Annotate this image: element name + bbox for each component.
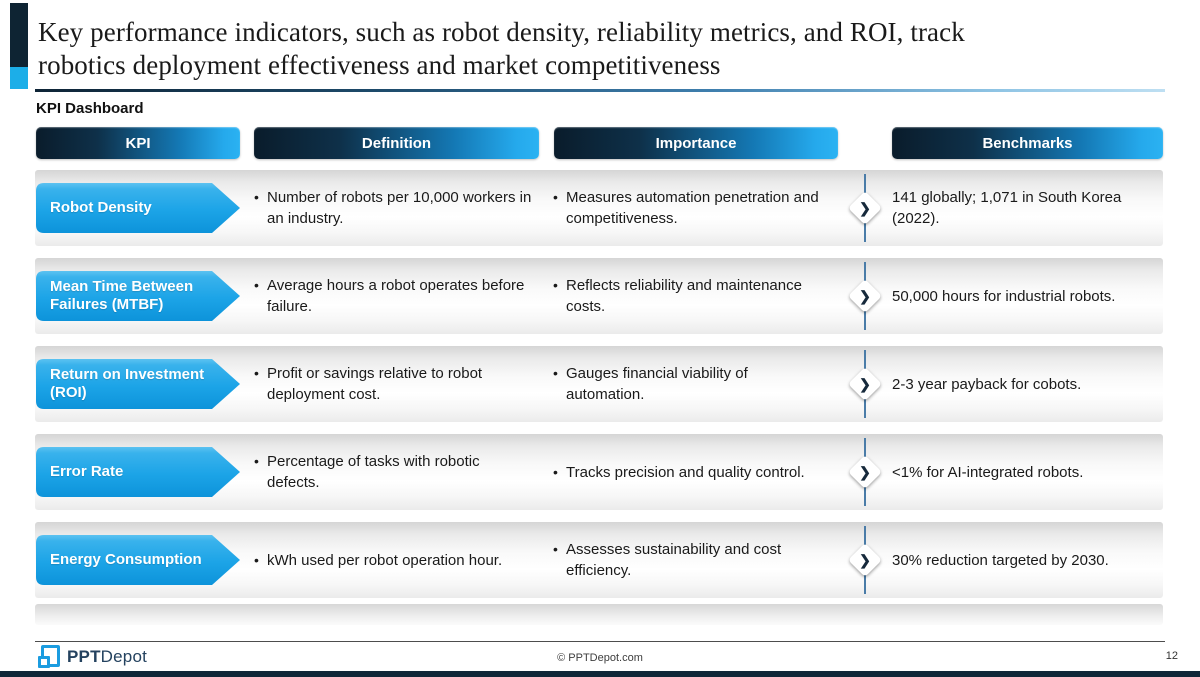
chevron-right-icon: ❯ (859, 375, 871, 392)
importance-text: Measures automation penetration and comp… (566, 189, 819, 227)
kpi-label: Return on Investment (ROI) (50, 366, 205, 401)
chevron-diamond-icon: ❯ (848, 455, 882, 489)
column-header-definition: Definition (254, 127, 539, 159)
chevron-diamond-icon: ❯ (848, 191, 882, 225)
table-row: Robot Density • Number of robots per 10,0… (0, 170, 1200, 246)
pptdepot-logo: PPTDepot (38, 645, 147, 668)
importance-text: Assesses sustainability and cost efficie… (566, 541, 782, 579)
bullet-icon: • (553, 463, 558, 480)
kpi-label: Robot Density (50, 199, 152, 216)
definition-cell: • Average hours a robot operates before f… (254, 258, 532, 334)
definition-cell: • Percentage of tasks with robotic defect… (254, 434, 532, 510)
importance-cell: • Gauges financial viability of automatio… (553, 346, 828, 422)
title-line-1: Key performance indicators, such as robo… (38, 17, 965, 47)
benchmark-cell: 141 globally; 1,071 in South Korea (2022… (892, 170, 1167, 246)
importance-cell: • Measures automation penetration and com… (553, 170, 828, 246)
row-connector: ❯ (848, 170, 882, 246)
importance-text: Gauges financial viability of automation… (566, 365, 748, 403)
chevron-diamond-icon: ❯ (848, 279, 882, 313)
benchmark-text: 2-3 year payback for cobots. (892, 375, 1082, 393)
kpi-arrow-shape: Return on Investment (ROI) (36, 359, 240, 409)
importance-cell: • Tracks precision and quality control. (553, 434, 828, 510)
table-row: Mean Time Between Failures (MTBF) • Avera… (0, 258, 1200, 334)
page-title: Key performance indicators, such as robo… (38, 16, 1178, 82)
empty-row-band (35, 604, 1163, 625)
chevron-diamond-icon: ❯ (848, 367, 882, 401)
title-divider (35, 89, 1165, 92)
column-header-importance: Importance (554, 127, 838, 159)
pptdepot-logo-icon (38, 645, 60, 668)
pptdepot-logo-text: PPTDepot (67, 647, 147, 667)
bullet-icon: • (254, 453, 259, 469)
definition-text: Number of robots per 10,000 workers in a… (267, 189, 532, 227)
definition-text: kWh used per robot operation hour. (267, 551, 503, 569)
table-row: Error Rate • Percentage of tasks with rob… (0, 434, 1200, 510)
bullet-icon: • (553, 189, 558, 205)
accent-bar-blue (10, 67, 28, 89)
benchmark-text: 30% reduction targeted by 2030. (892, 551, 1109, 569)
logo-text-bold: PPT (67, 646, 101, 666)
importance-cell: • Reflects reliability and maintenance co… (553, 258, 828, 334)
bullet-icon: • (553, 541, 558, 557)
kpi-arrow-shape: Energy Consumption (36, 535, 240, 585)
copyright-text: © PPTDepot.com (557, 652, 643, 664)
row-connector: ❯ (848, 346, 882, 422)
table-row: Energy Consumption • kWh used per robot o… (0, 522, 1200, 598)
definition-cell: • Number of robots per 10,000 workers in … (254, 170, 532, 246)
chevron-right-icon: ❯ (859, 551, 871, 568)
benchmark-cell: <1% for AI-integrated robots. (892, 434, 1167, 510)
bullet-icon: • (254, 277, 259, 293)
benchmark-cell: 30% reduction targeted by 2030. (892, 522, 1167, 598)
importance-text: Reflects reliability and maintenance cos… (566, 277, 802, 315)
row-connector: ❯ (848, 258, 882, 334)
chevron-right-icon: ❯ (859, 287, 871, 304)
table-row: Return on Investment (ROI) • Profit or sa… (0, 346, 1200, 422)
row-connector: ❯ (848, 522, 882, 598)
bullet-icon: • (553, 277, 558, 293)
benchmark-text: 141 globally; 1,071 in South Korea (2022… (892, 189, 1122, 227)
kpi-arrow-shape: Robot Density (36, 183, 240, 233)
definition-cell: • Profit or savings relative to robot dep… (254, 346, 532, 422)
chevron-right-icon: ❯ (859, 463, 871, 480)
bullet-icon: • (254, 551, 259, 568)
benchmark-cell: 2-3 year payback for cobots. (892, 346, 1167, 422)
kpi-label: Error Rate (50, 463, 124, 480)
bullet-icon: • (254, 189, 259, 205)
benchmark-cell: 50,000 hours for industrial robots. (892, 258, 1167, 334)
bullet-icon: • (553, 365, 558, 381)
title-line-2: robotics deployment effectiveness and ma… (38, 50, 721, 80)
footer-divider (35, 641, 1165, 642)
benchmark-text: 50,000 hours for industrial robots. (892, 287, 1116, 305)
logo-text-regular: Depot (100, 646, 148, 666)
bullet-icon: • (254, 365, 259, 381)
bottom-accent-bar (0, 671, 1200, 677)
column-header-kpi: KPI (36, 127, 240, 159)
kpi-arrow-shape: Error Rate (36, 447, 240, 497)
accent-bar-dark (10, 3, 28, 67)
page-number: 12 (1165, 650, 1178, 662)
benchmark-text: <1% for AI-integrated robots. (892, 463, 1084, 481)
kpi-label: Energy Consumption (50, 551, 202, 568)
chevron-right-icon: ❯ (859, 199, 871, 216)
definition-text: Profit or savings relative to robot depl… (267, 365, 483, 403)
kpi-label: Mean Time Between Failures (MTBF) (50, 278, 194, 313)
definition-text: Average hours a robot operates before fa… (267, 277, 525, 315)
definition-cell: • kWh used per robot operation hour. (254, 522, 532, 598)
row-connector: ❯ (848, 434, 882, 510)
column-header-benchmarks: Benchmarks (892, 127, 1163, 159)
section-subtitle: KPI Dashboard (36, 100, 144, 117)
kpi-arrow-shape: Mean Time Between Failures (MTBF) (36, 271, 240, 321)
chevron-diamond-icon: ❯ (848, 543, 882, 577)
importance-text: Tracks precision and quality control. (566, 463, 805, 481)
importance-cell: • Assesses sustainability and cost effici… (553, 522, 828, 598)
definition-text: Percentage of tasks with robotic defects… (267, 453, 480, 491)
